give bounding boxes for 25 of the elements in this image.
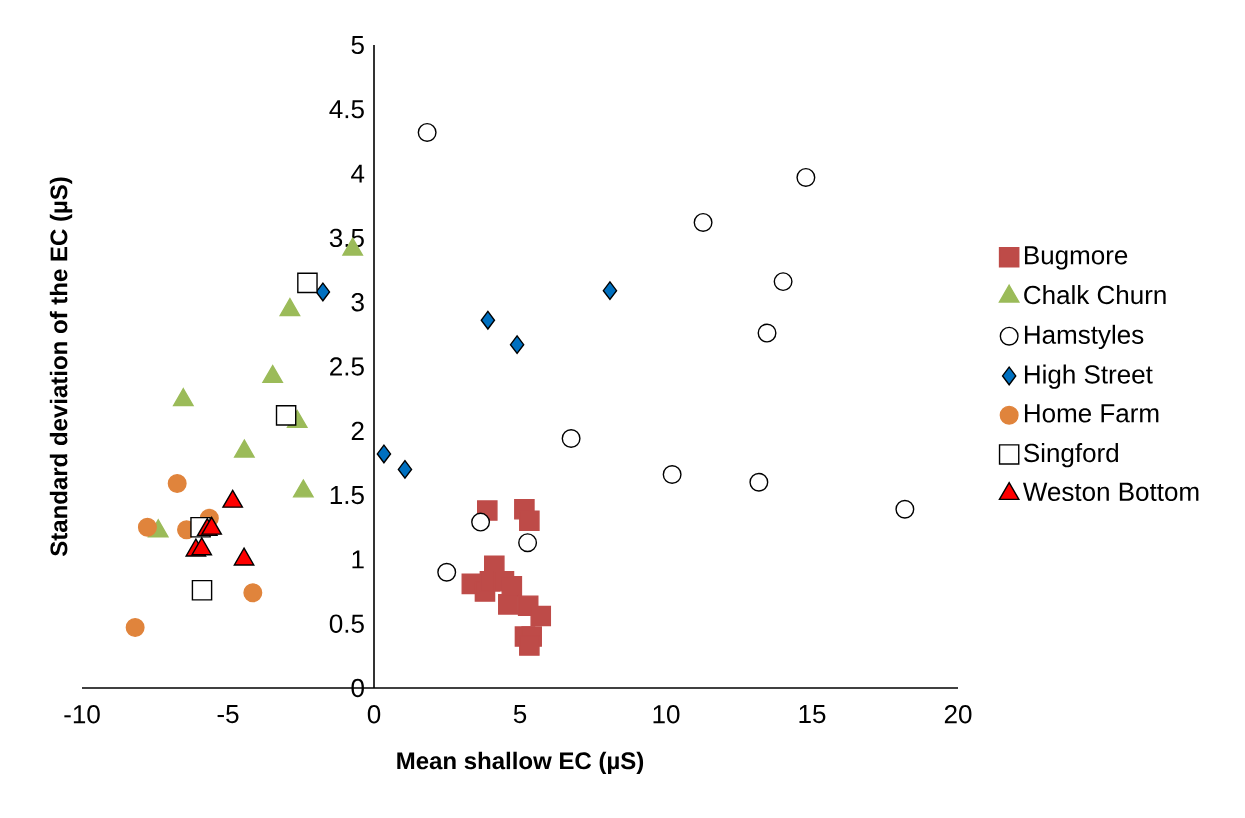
x-tick-label: -10: [64, 705, 100, 724]
y-axis-title: Standard deviation of the EC (µS): [49, 177, 73, 557]
x-tick-label: -5: [217, 705, 239, 724]
y-tick-label: 1: [352, 550, 364, 569]
legend-label: High Street: [1024, 364, 1153, 389]
y-tick-label: 2.5: [330, 357, 364, 376]
legend-label: Bugmore: [1024, 246, 1128, 270]
y-tick-label: 5: [351, 35, 364, 55]
x-axis-title: Mean shallow EC (µS): [397, 751, 644, 775]
y-tick-label: 1.5: [330, 486, 364, 505]
legend-label: Home Farm: [1024, 404, 1159, 423]
y-tick-label: 3: [351, 292, 364, 312]
legend-label: Chalk Churn: [1024, 285, 1166, 305]
x-tick-label: 0: [367, 705, 381, 724]
y-tick-label: 0.5: [329, 614, 364, 633]
x-tick-label: 20: [944, 705, 972, 724]
legend-label: Weston Bottom: [1022, 482, 1199, 501]
x-tick-label: 5: [513, 705, 527, 724]
legend-label: Singford: [1024, 443, 1119, 468]
x-tick-label: 10: [653, 705, 680, 724]
legend-label: Hamstyles: [1024, 324, 1144, 350]
y-tick-label: 4: [351, 164, 365, 183]
y-tick-label: 4.5: [329, 100, 364, 119]
x-tick-label: 15: [799, 705, 826, 724]
y-tick-label: 2: [351, 421, 364, 440]
